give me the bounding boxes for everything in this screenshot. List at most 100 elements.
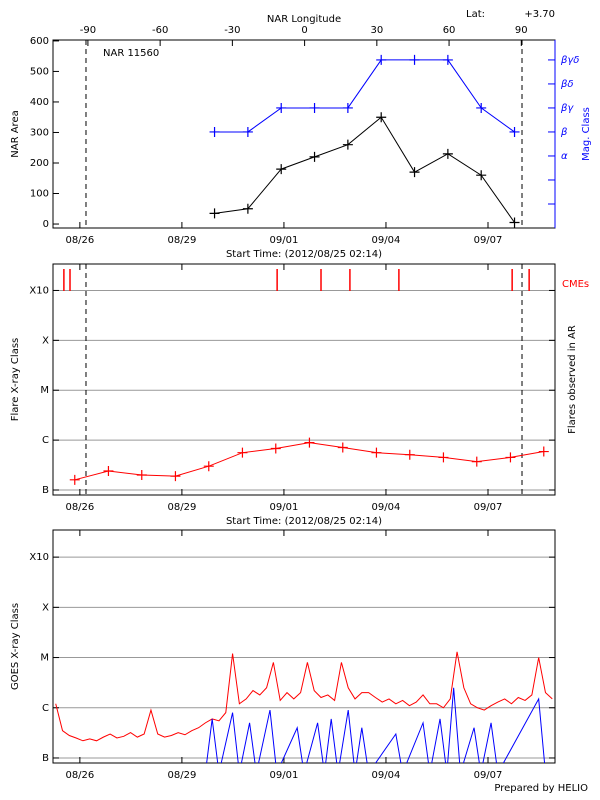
y-tick-label: 600 (30, 36, 49, 47)
y2-axis-label: Mag. Class (581, 107, 592, 161)
y2-tick-label: βγδ (560, 55, 579, 66)
series-line (214, 116, 515, 223)
y-tick-label: M (40, 653, 49, 664)
x-tick-label: 09/04 (372, 770, 401, 781)
footer: Prepared by HELIO (494, 783, 588, 794)
x2-tick-label: -30 (224, 25, 240, 36)
point-marker (203, 461, 214, 472)
point-marker (103, 466, 114, 477)
x-tick-label: 08/29 (167, 235, 196, 246)
lat-label: Lat: (466, 9, 485, 20)
x-tick-label: 08/26 (65, 770, 94, 781)
x-tick-label: 08/29 (167, 502, 196, 513)
plot-area (209, 54, 520, 228)
x2-tick-label: -90 (80, 25, 96, 36)
x-tick-label: 09/07 (474, 770, 503, 781)
x-tick-label: 08/26 (65, 502, 94, 513)
x2-tick-label: 0 (301, 25, 307, 36)
point-marker (505, 452, 516, 463)
y-tick-label: C (42, 435, 49, 446)
y-tick-label: 400 (30, 97, 49, 108)
lat-value: +3.70 (524, 9, 555, 20)
point-marker (337, 442, 348, 453)
x-tick-label: 08/26 (65, 235, 94, 246)
point-marker (309, 151, 320, 162)
x2-tick-label: -60 (152, 25, 168, 36)
point-marker (342, 102, 353, 113)
y-tick-label: 100 (30, 189, 49, 200)
plot-area (55, 651, 553, 763)
x-tick-label: 09/01 (270, 770, 299, 781)
point-marker (509, 126, 520, 137)
point-marker (509, 217, 520, 228)
point-marker (342, 139, 353, 150)
y-tick-label: B (42, 485, 49, 496)
series-line (206, 687, 546, 763)
point-marker (471, 456, 482, 467)
point-marker (371, 447, 382, 458)
point-marker (538, 446, 549, 457)
point-marker (242, 126, 253, 137)
point-marker (309, 102, 320, 113)
x-tick-label: 08/29 (167, 770, 196, 781)
point-marker (242, 203, 253, 214)
x-tick-label: 09/07 (474, 502, 503, 513)
y-tick-label: X (42, 602, 49, 613)
y2-axis-label: Flares observed in AR (567, 325, 578, 434)
x2-tick-label: 30 (370, 25, 383, 36)
plot-area (69, 437, 549, 485)
y2-tick-label: βγ (560, 103, 574, 114)
series-line (214, 59, 515, 133)
point-marker (209, 126, 220, 137)
x-tick-label: 09/07 (474, 235, 503, 246)
y-tick-label: 200 (30, 158, 49, 169)
y-axis-label: Flare X-ray Class (10, 338, 21, 422)
point-marker (304, 437, 315, 448)
point-marker (409, 167, 420, 178)
y-axis-label: NAR Area (10, 110, 21, 157)
point-marker (376, 112, 387, 123)
y-tick-label: X (42, 335, 49, 346)
y2-tick-label: α (561, 151, 568, 162)
y-tick-label: X10 (29, 552, 49, 563)
x-axis-label: Start Time: (2012/08/25 02:14) (226, 249, 382, 260)
y-tick-label: B (42, 753, 49, 764)
point-marker (209, 208, 220, 219)
point-marker (404, 449, 415, 460)
point-marker (270, 443, 281, 454)
point-marker (170, 471, 181, 482)
point-marker (438, 452, 449, 463)
y-axis-label: GOES X-ray Class (10, 603, 21, 690)
point-marker (69, 474, 80, 485)
point-marker (376, 54, 387, 65)
y-tick-label: 300 (30, 127, 49, 138)
x-tick-label: 09/01 (270, 235, 299, 246)
point-marker (276, 102, 287, 113)
point-marker (442, 148, 453, 159)
point-marker (276, 164, 287, 175)
x2-tick-label: 60 (443, 25, 456, 36)
point-marker (136, 469, 147, 480)
series-line (55, 651, 553, 742)
plot-frame (52, 529, 556, 764)
y-tick-label: C (42, 703, 49, 714)
x-axis-label: Start Time: (2012/08/25 02:14) (226, 516, 382, 527)
y2-tick-label: β (560, 127, 568, 138)
y2-tick-label: βδ (560, 79, 574, 90)
x2-tick-label: 90 (515, 25, 528, 36)
x-tick-label: 09/04 (372, 502, 401, 513)
plot-frame (52, 263, 556, 496)
x-tick-label: 09/01 (270, 502, 299, 513)
cme-label: CMEs (562, 279, 589, 290)
y-tick-label: 0 (43, 219, 49, 230)
point-marker (476, 170, 487, 181)
point-marker (476, 102, 487, 113)
point-marker (442, 54, 453, 65)
panel-title: NAR 11560 (103, 48, 159, 59)
y-tick-label: M (40, 385, 49, 396)
x-tick-label: 09/04 (372, 235, 401, 246)
x2-axis-label: NAR Longitude (267, 14, 341, 25)
y-tick-label: X10 (29, 285, 49, 296)
